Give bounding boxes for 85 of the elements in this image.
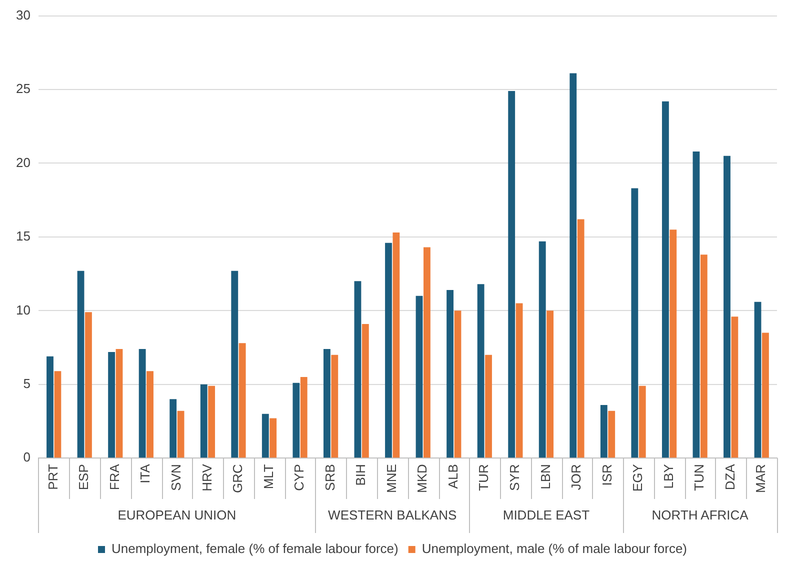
bar (170, 399, 177, 458)
y-tick-label: 5 (23, 376, 30, 391)
bar (577, 219, 584, 458)
x-tick-label: MAR (753, 464, 768, 493)
bar (754, 302, 762, 458)
bar (454, 310, 462, 458)
legend-label: Unemployment, female (% of female labour force) (112, 541, 398, 556)
bar (54, 371, 62, 458)
x-tick-label: ISR (599, 464, 614, 486)
x-tick-label: SYR (507, 464, 522, 491)
bar (385, 242, 392, 458)
bar (354, 281, 362, 458)
x-tick-label: LBY (660, 464, 676, 489)
bar (231, 270, 238, 458)
bar (108, 352, 116, 458)
bar (508, 90, 516, 458)
bar (85, 312, 92, 458)
bar (762, 332, 769, 458)
x-tick-label: FRA (106, 464, 122, 490)
bar (600, 405, 608, 458)
bar (638, 386, 646, 458)
y-tick-label: 30 (16, 7, 30, 22)
x-tick-label: TUN (692, 464, 707, 491)
bar (662, 101, 669, 458)
x-tick-label: SVN (168, 464, 184, 491)
bar (77, 270, 84, 458)
x-tick-label: BIH (353, 464, 368, 486)
bar (292, 382, 300, 458)
bar (546, 310, 554, 458)
bar (208, 386, 216, 458)
x-tick-label: PRT (45, 464, 60, 490)
y-tick-label: 0 (23, 450, 30, 465)
x-tick-label: HRV (199, 464, 214, 492)
bar (446, 290, 454, 458)
bar (692, 151, 700, 458)
bar (416, 296, 423, 458)
legend-label: Unemployment, male (% of male labour force) (422, 541, 688, 556)
bar (670, 230, 677, 458)
bar (485, 354, 492, 458)
bar (424, 247, 430, 458)
y-tick-label: 20 (16, 154, 30, 170)
x-tick-label: CYP (292, 464, 307, 491)
x-tick-label: MNE (384, 464, 399, 493)
bar (116, 349, 123, 458)
bar (608, 410, 616, 458)
x-tick-label: GRC (230, 464, 246, 493)
bar (731, 316, 738, 458)
bar (538, 241, 546, 458)
text: MIDDLE EAST (502, 508, 590, 523)
bar (146, 371, 154, 458)
x-tick-label: ALB (445, 464, 460, 489)
x-tick-label: MKD (414, 464, 430, 493)
bar (700, 254, 708, 458)
bar (46, 356, 54, 458)
bar (200, 384, 208, 458)
x-tick-label: EGY (630, 464, 646, 492)
bar (331, 354, 338, 458)
x-tick-label: SRB (322, 464, 338, 491)
bar (238, 343, 246, 458)
bar (392, 232, 400, 458)
bar (362, 324, 369, 458)
bar (724, 156, 730, 458)
x-tick-label: MLT (260, 464, 276, 490)
bar (516, 303, 523, 458)
x-tick-label: ITA (138, 464, 153, 484)
bar (262, 414, 269, 458)
bar (300, 377, 308, 458)
bar (323, 349, 330, 458)
y-tick-label: 25 (16, 81, 30, 96)
x-tick-label: LBN (538, 464, 553, 490)
bar (477, 284, 484, 458)
text: WESTERN BALKANS (328, 508, 457, 523)
x-tick-label: ESP (76, 464, 92, 490)
bar (631, 188, 638, 458)
y-tick-label: 15 (16, 228, 30, 244)
y-tick-label: 10 (16, 302, 30, 318)
bar (177, 410, 184, 458)
bar (270, 418, 277, 458)
x-tick-label: TUR (476, 464, 492, 491)
bar (138, 349, 146, 458)
text: EUROPEAN UNION (118, 508, 236, 523)
text: NORTH AFRICA (652, 508, 749, 523)
x-tick-label: JOR (568, 464, 584, 490)
x-tick-label: DZA (722, 464, 738, 490)
bar (570, 73, 577, 458)
